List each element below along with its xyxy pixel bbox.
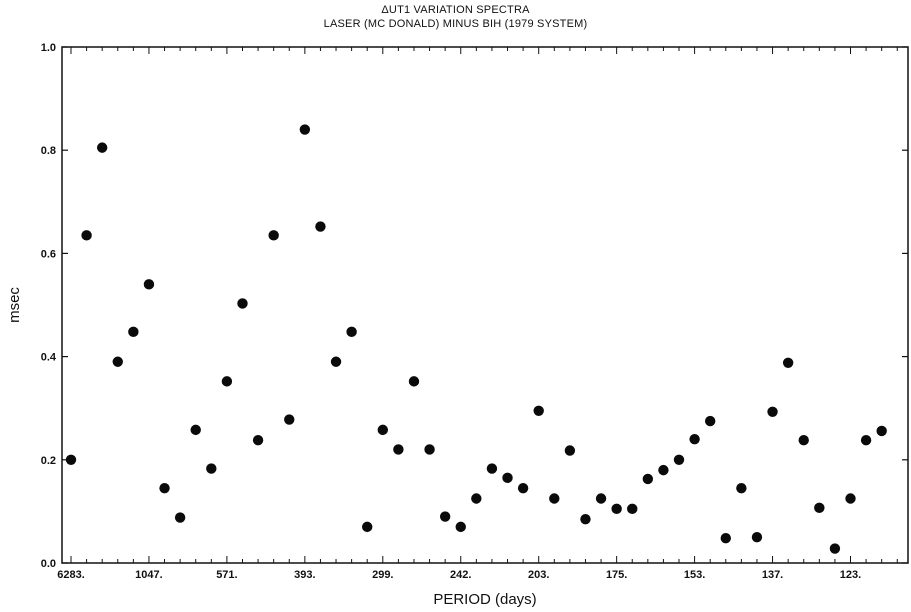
data-point: [564, 445, 576, 456]
data-point: [549, 493, 560, 504]
data-point: [580, 513, 591, 525]
data-points: [65, 124, 887, 554]
data-point: [362, 521, 373, 533]
data-point: [424, 444, 435, 455]
data-point: [829, 543, 841, 554]
y-tick-label: 0.4: [41, 352, 57, 364]
x-tick-label: 299.: [372, 569, 393, 581]
y-axis: 0.0 0.2 0.4 0.6 0.8 1.0: [41, 42, 908, 570]
data-point: [736, 482, 747, 494]
data-point: [377, 424, 388, 436]
data-point: [408, 376, 420, 387]
data-point: [798, 434, 809, 446]
x-tick-label: 137.: [762, 569, 783, 581]
data-point: [190, 424, 201, 436]
data-point: [330, 356, 342, 367]
data-point: [455, 521, 466, 533]
data-point: [143, 279, 155, 290]
data-point: [393, 444, 404, 455]
data-point: [627, 503, 638, 515]
y-tick-label: 0.2: [41, 455, 56, 467]
data-point: [346, 326, 357, 338]
data-point: [689, 433, 700, 445]
y-tick-label: 0.8: [41, 145, 56, 157]
data-point: [704, 415, 716, 427]
x-tick-label: 153.: [684, 569, 705, 581]
data-point: [720, 533, 731, 544]
plot-frame: [61, 46, 909, 564]
data-point: [751, 532, 763, 543]
data-point: [299, 124, 311, 135]
data-point: [673, 454, 685, 465]
x-tick-label: 242.: [450, 569, 471, 581]
data-point: [315, 221, 326, 232]
x-tick-label: 393.: [294, 569, 315, 581]
chart-subtitle: LASER (MC DONALD) MINUS BIH (1979 SYSTEM…: [323, 18, 588, 30]
data-point: [658, 464, 669, 476]
data-point: [782, 357, 794, 368]
data-point: [284, 414, 295, 425]
data-point: [845, 493, 856, 504]
data-point: [81, 230, 92, 241]
data-point: [65, 454, 77, 465]
data-point: [595, 493, 607, 504]
data-point: [486, 463, 498, 474]
data-point: [252, 434, 264, 446]
data-point: [174, 512, 186, 523]
x-tick-label: 175.: [606, 569, 627, 581]
data-point: [611, 503, 622, 515]
data-point: [876, 425, 887, 437]
x-tick-label: 571.: [216, 569, 237, 581]
x-tick-label: 1047.: [135, 569, 163, 581]
data-point: [112, 356, 123, 367]
data-point: [206, 463, 217, 474]
y-tick-label: 1.0: [41, 42, 56, 54]
data-point: [96, 142, 108, 153]
x-axis-label: PERIOD (days): [433, 591, 536, 608]
data-point: [814, 502, 825, 513]
data-point: [159, 482, 170, 494]
x-tick-label: 123.: [840, 569, 861, 581]
x-tick-label: 6283.: [57, 569, 85, 581]
data-point: [502, 472, 513, 484]
data-point: [860, 434, 872, 446]
x-tick-label: 203.: [528, 569, 549, 581]
data-point: [767, 406, 778, 418]
data-point: [439, 511, 451, 522]
data-point: [471, 493, 482, 504]
x-axis: 6283. 1047. 571. 393. 299. 242. 203. 175. 153. 13…: [57, 47, 898, 581]
data-point: [642, 473, 654, 485]
data-point: [128, 326, 139, 338]
y-tick-label: 0.6: [41, 248, 56, 260]
data-point: [533, 405, 544, 416]
data-point: [517, 482, 529, 494]
y-tick-label: 0.0: [41, 558, 56, 570]
data-point: [221, 376, 233, 387]
data-point: [237, 298, 248, 309]
chart-title: ΔUT1 VARIATION SPECTRA: [381, 4, 530, 16]
data-point: [268, 230, 279, 241]
y-axis-label: msec: [6, 287, 23, 323]
